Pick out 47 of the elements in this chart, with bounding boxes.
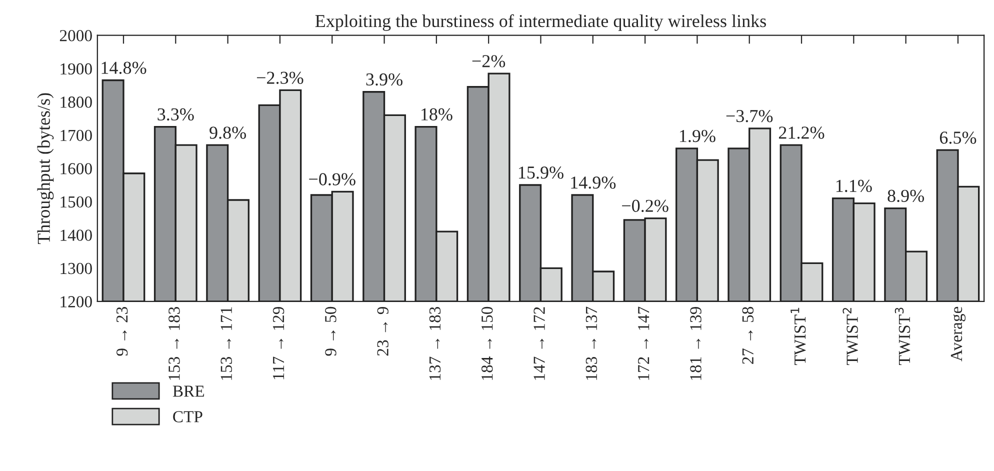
annotation: 14.9% xyxy=(571,176,616,189)
annotation: 21.2% xyxy=(778,126,824,139)
x-tick-label: 153 → 171 xyxy=(220,307,232,380)
x-tick-label: Average xyxy=(950,306,966,362)
x-tick-label: 27 → 58 xyxy=(742,306,754,364)
annotation: −3.7% xyxy=(726,110,773,122)
x-tick-label: 181 → 139 xyxy=(690,306,702,380)
x-tick-label: 183 → 137 xyxy=(586,306,598,380)
annotation: −0.2% xyxy=(622,200,668,212)
annotation: 8.9% xyxy=(888,190,924,202)
x-tick-label: 117 → 129 xyxy=(272,306,284,380)
y-tick-label: 1800 xyxy=(60,96,92,108)
annotation: −2.3% xyxy=(256,72,304,84)
legend-label: BRE xyxy=(172,386,204,397)
annotation: 3.9% xyxy=(366,73,402,86)
y-axis-title: Throughput (bytes/s) xyxy=(37,93,54,244)
chart-title: Exploiting the burstiness of intermediate quality wireless links xyxy=(315,14,766,31)
y-tick-label: 1200 xyxy=(60,296,92,308)
y-tick-label: 1400 xyxy=(60,230,92,241)
annotation: 9.8% xyxy=(210,126,246,139)
annotation: 6.5% xyxy=(940,132,976,144)
x-tick-label: TWIST$^{3}$ xyxy=(894,308,910,365)
annotation: 1.9% xyxy=(680,130,716,142)
x-tick-label: TWIST$^{1}$ xyxy=(790,308,806,365)
annotation: 18% xyxy=(421,108,452,121)
x-tick-label: 9 → 50 xyxy=(325,306,336,356)
y-tick-label: 1600 xyxy=(60,163,92,174)
x-tick-label: 153 → 183 xyxy=(168,306,180,380)
y-tick-label: 1700 xyxy=(60,130,92,142)
x-tick-label: 147 → 172 xyxy=(534,307,545,380)
legend-label: CTP xyxy=(173,411,202,422)
y-tick-label: 2000 xyxy=(60,30,92,42)
annotation: −0.9% xyxy=(309,173,356,186)
x-tick-label: 184 → 150 xyxy=(482,306,493,380)
annotation: 15.9% xyxy=(519,166,564,179)
x-tick-label: TWIST$^{2}$ xyxy=(842,308,858,365)
x-tick-label: 172 → 147 xyxy=(638,306,650,380)
y-tick-label: 1500 xyxy=(60,196,92,208)
x-tick-label: 23 → 9 xyxy=(377,306,388,356)
x-tick-label: 9 → 23 xyxy=(116,306,128,356)
y-tick-label: 1300 xyxy=(60,262,92,274)
annotation: −2% xyxy=(472,55,506,68)
annotation: 3.3% xyxy=(158,108,194,121)
annotation: 14.8% xyxy=(102,62,146,74)
y-tick-label: 1900 xyxy=(60,63,92,75)
annotation: 1.1% xyxy=(836,180,872,192)
x-tick-label: 137 → 183 xyxy=(429,306,441,380)
